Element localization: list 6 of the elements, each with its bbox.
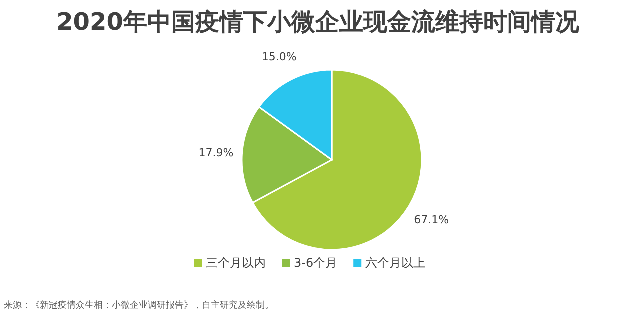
title: 2020年中国疫情下小微企业现金流维持时间情况	[56, 8, 580, 36]
legend-label: 六个月以上	[366, 256, 426, 270]
legend: 三个月以内 3-6个月 六个月以上	[194, 256, 426, 270]
legend-label: 3-6个月	[294, 256, 338, 270]
annotation: 来源：《新冠疫情众生相：小微企业调研报告》，自主研究及绘制。	[4, 301, 274, 311]
legend-label: 三个月以内	[206, 256, 266, 270]
